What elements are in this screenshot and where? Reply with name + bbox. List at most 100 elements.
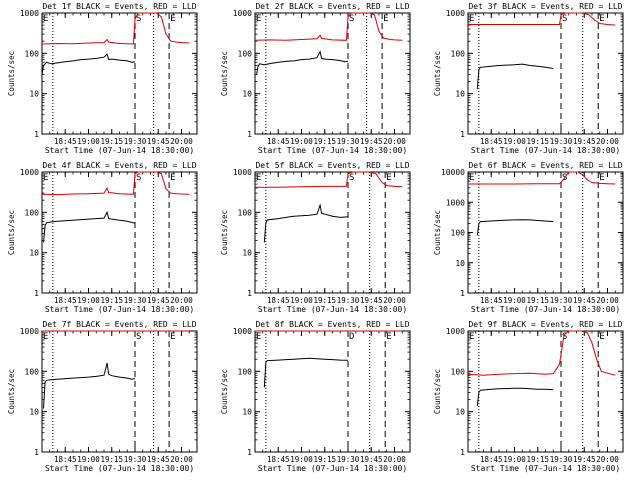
marker-label: S [349,173,354,183]
chart-panel-4: Det 4f BLACK = Events, RED = LLD 1 10 100 10… [7,161,198,314]
y-tick-label: 1000 [446,9,465,18]
x-tick-label: 19:45 [360,137,383,146]
x-tick-label: 19:45 [573,296,596,305]
y-axis-label: Counts/sec [7,369,16,414]
series-line-events [263,357,349,388]
x-tick-label: 19:15 [313,137,336,146]
x-tick-label: 19:30 [337,455,360,464]
chart-panel-1: Det 1f BLACK = Events, RED = LLD 1 10 100 10… [7,2,198,155]
plot-frame [467,12,624,135]
y-tick-label: 1 [460,448,465,457]
y-axis-label: Counts/sec [433,369,442,414]
marker-label: S [136,14,141,24]
y-tick-label: 100 [25,49,40,58]
x-axis-label: Start Time (07-Jun-14 18:30:00) [45,305,194,314]
chart-title: Det 3f BLACK = Events, RED = LLD [468,2,622,11]
marker-label: E [386,332,391,342]
marker-label: E [383,14,388,24]
x-tick-label: 18:45 [267,455,290,464]
series-line-events [43,210,136,243]
y-tick-label: 1 [247,289,252,298]
x-tick-label: 19:45 [147,455,170,464]
x-tick-label: 20:00 [596,455,619,464]
y-axis-label: Counts/sec [220,51,229,96]
marker-label: E [256,14,261,24]
y-tick-label: 1000 [446,198,465,207]
y-axis-label: Counts/sec [7,51,16,96]
y-tick-label: 100 [451,229,466,238]
y-tick-label: 1000 [20,327,39,336]
chart-title: Det 6f BLACK = Events, RED = LLD [468,161,622,170]
series-line-events [263,203,349,243]
chart-panel-7: Det 7f BLACK = Events, RED = LLD 1 10 100 10… [7,320,198,473]
x-axis-label: Start Time (07-Jun-14 18:30:00) [471,146,620,155]
marker-label: S [562,332,567,342]
marker-label: E [386,173,391,183]
x-tick-label: 19:45 [147,137,170,146]
x-tick-label: 19:00 [290,296,313,305]
marker-label: S [136,173,141,183]
y-tick-label: 1 [460,130,465,139]
x-tick-label: 19:15 [526,296,549,305]
marker-label: S [349,14,354,24]
marker-label: E [170,332,175,342]
x-tick-label: 20:00 [170,137,193,146]
x-tick-label: 20:00 [383,137,406,146]
x-tick-label: 18:45 [267,296,290,305]
x-tick-label: 19:00 [77,455,100,464]
series-line-events [43,362,136,409]
y-tick-label: 100 [25,208,40,217]
x-tick-label: 19:00 [77,137,100,146]
marker-label: E [469,332,474,342]
x-tick-label: 19:30 [550,296,573,305]
series-line-lld [468,171,616,185]
plot-frame [41,171,198,294]
marker-label: E [170,173,175,183]
x-tick-label: 19:00 [290,455,313,464]
y-tick-label: 100 [238,208,253,217]
y-tick-label: 10 [29,90,39,99]
y-tick-label: 100 [451,49,466,58]
y-tick-label: 10000 [441,168,465,177]
x-axis-label: Start Time (07-Jun-14 18:30:00) [45,464,194,473]
x-tick-label: 20:00 [596,296,619,305]
x-tick-label: 19:00 [503,137,526,146]
y-tick-label: 10 [29,408,39,417]
y-tick-label: 100 [25,367,40,376]
x-tick-label: 19:00 [290,137,313,146]
chart-title: Det 7f BLACK = Events, RED = LLD [42,320,196,329]
marker-label: E [599,332,604,342]
x-tick-label: 18:45 [480,137,503,146]
x-axis-label: Start Time (07-Jun-14 18:30:00) [258,305,407,314]
marker-label: S [136,332,141,342]
marker-label: E [469,173,474,183]
chart-panel-5: Det 5f BLACK = Events, RED = LLD 1 10 100 10… [220,161,411,314]
marker-label: E [599,14,604,24]
y-tick-label: 10 [455,408,465,417]
x-tick-label: 19:30 [124,137,147,146]
x-tick-label: 18:45 [480,455,503,464]
marker-label: E [43,14,48,24]
marker-label: E [469,14,474,24]
y-axis-label: Counts/sec [220,210,229,255]
x-tick-label: 19:15 [526,137,549,146]
plot-frame [41,12,198,135]
y-tick-label: 1 [247,448,252,457]
plot-frame [254,171,411,294]
series-line-lld [467,330,616,376]
plot-frame [254,330,411,453]
y-axis-label: Counts/sec [7,210,16,255]
chart-title: Det 4f BLACK = Events, RED = LLD [42,161,196,170]
chart-title: Det 1f BLACK = Events, RED = LLD [42,2,196,11]
chart-title: Det 5f BLACK = Events, RED = LLD [255,161,409,170]
x-tick-label: 19:15 [313,296,336,305]
x-tick-label: 19:30 [124,296,147,305]
x-axis-label: Start Time (07-Jun-14 18:30:00) [258,146,407,155]
x-tick-label: 18:45 [480,296,503,305]
x-tick-label: 19:30 [124,455,147,464]
y-tick-label: 1 [34,448,39,457]
y-tick-label: 10 [29,249,39,258]
chart-panel-3: Det 3f BLACK = Events, RED = LLD 1 10 100 10… [433,2,624,155]
chart-panel-8: Det 8f BLACK = Events, RED = LLD 1 10 100 10… [220,320,411,473]
y-tick-label: 1000 [233,327,252,336]
